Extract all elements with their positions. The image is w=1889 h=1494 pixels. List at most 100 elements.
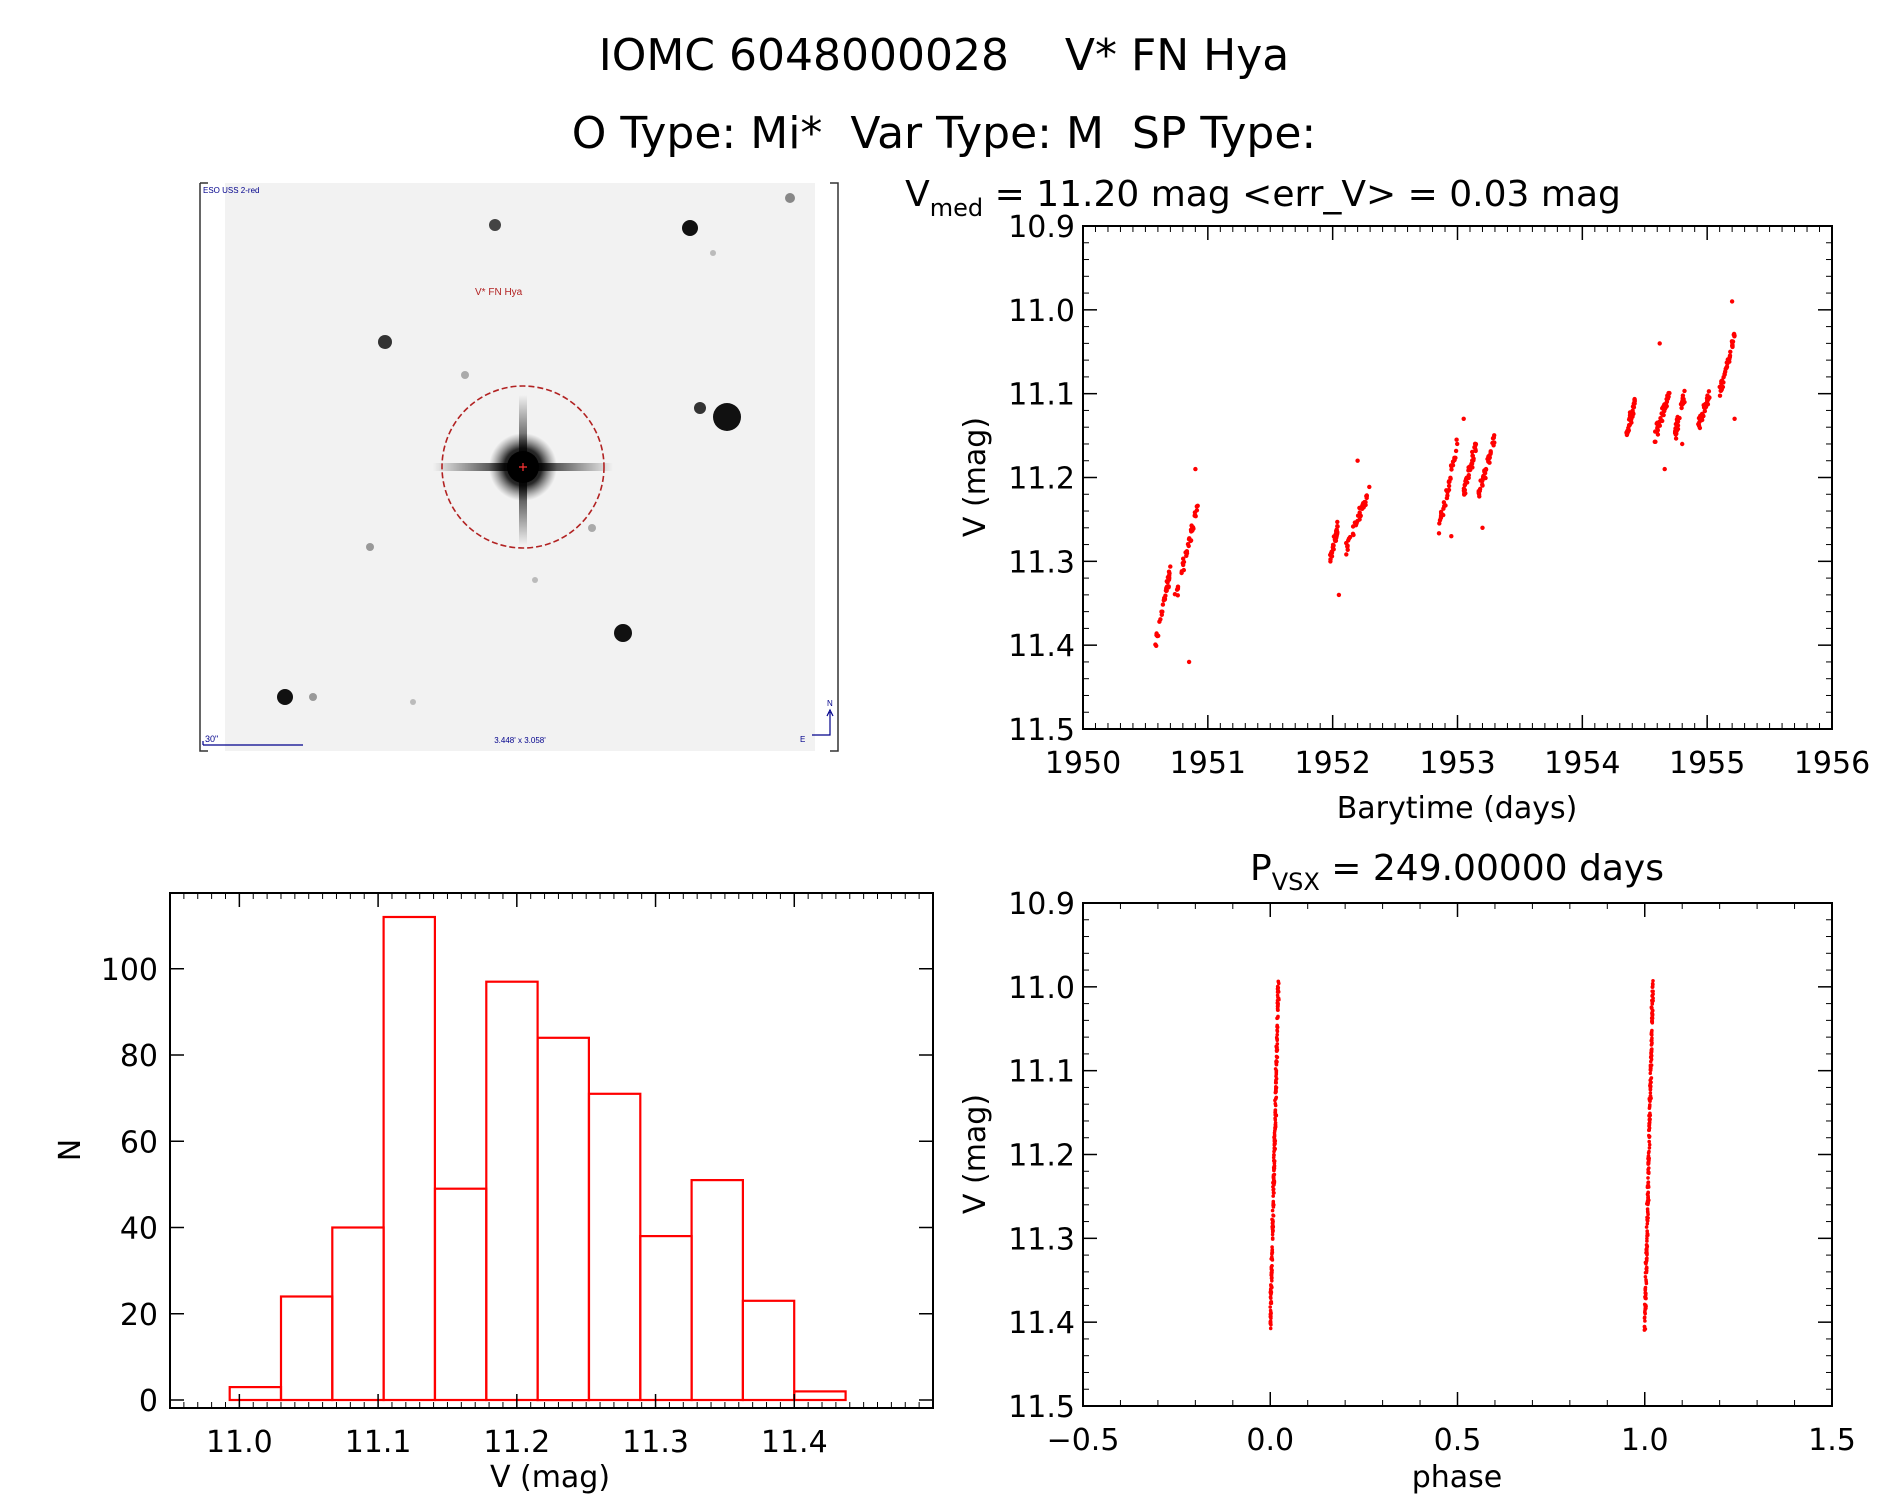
phased-point (1272, 1134, 1277, 1139)
phased-point (1275, 993, 1280, 998)
phased-ytick-label: 11.5 (1008, 1390, 1075, 1425)
lightcurve-title-rest: = 11.20 mag <err_V> = 0.03 mag (983, 174, 1621, 215)
lightcurve-point (1488, 449, 1493, 454)
lightcurve-point (1449, 534, 1454, 539)
lightcurve-ytick-label: 10.9 (1008, 210, 1075, 245)
phased-point (1646, 1195, 1650, 1200)
lightcurve-point (1347, 534, 1353, 540)
phased-point (1648, 1071, 1653, 1076)
phased-point (1647, 1142, 1652, 1147)
lightcurve-point (1728, 349, 1733, 354)
phased-point (1272, 1203, 1276, 1207)
phased-point (1647, 1127, 1651, 1132)
phased-ticks (1082, 902, 1833, 1407)
phased-point (1270, 1245, 1274, 1249)
lightcurve-point (1168, 564, 1173, 569)
survey-label: ESO USS 2-red (203, 186, 259, 195)
phased-point (1274, 1113, 1279, 1118)
phased-point (1645, 1236, 1649, 1241)
lightcurve-point (1461, 486, 1467, 491)
phased-point (1644, 1296, 1648, 1300)
lightcurve-point (1468, 467, 1473, 473)
lightcurve-point (1443, 503, 1448, 508)
phased-point (1273, 1116, 1277, 1121)
phased-point (1644, 1278, 1648, 1282)
lightcurve-point (1675, 418, 1680, 424)
phased-point (1268, 1305, 1272, 1309)
phased-point (1651, 979, 1655, 983)
phased-point (1272, 1164, 1277, 1168)
lightcurve-point (1658, 416, 1663, 421)
lightcurve-point (1357, 510, 1362, 515)
phased-point (1646, 1212, 1650, 1217)
phased-xtick-label: 1.5 (1808, 1423, 1856, 1458)
lightcurve-point (1335, 519, 1340, 525)
phased-point (1276, 1004, 1280, 1009)
target-marker (441, 385, 605, 549)
phased-point (1270, 1230, 1275, 1234)
lightcurve-point (1455, 441, 1460, 447)
histogram-bar (536, 1036, 590, 1402)
lightcurve-ytick-label: 11.1 (1008, 378, 1075, 413)
lightcurve-point (1729, 339, 1735, 344)
lightcurve-point (1629, 420, 1634, 425)
lightcurve-point (1194, 508, 1200, 513)
lightcurve-point (1705, 396, 1710, 401)
phased-point (1645, 1232, 1650, 1236)
phased-point (1648, 1099, 1652, 1103)
histogram-bar (690, 1178, 744, 1402)
phased-point (1647, 1170, 1651, 1175)
lightcurve-point (1181, 562, 1186, 568)
phased-point (1274, 1060, 1278, 1064)
histogram-bar (587, 1092, 642, 1402)
lightcurve-point (1364, 495, 1369, 501)
phased-point (1647, 1139, 1651, 1144)
lightcurve-point (1469, 461, 1475, 466)
lightcurve-point (1331, 543, 1336, 548)
lightcurve-point (1700, 413, 1706, 419)
phased-xtick-label: 0.5 (1434, 1423, 1482, 1458)
phased-point (1647, 1113, 1651, 1118)
field-of-view-label: 3.448' x 3.058' (494, 736, 546, 745)
lightcurve-point (1724, 365, 1729, 370)
lightcurve-point (1154, 643, 1159, 648)
lightcurve-point (1654, 421, 1659, 426)
phased-point (1276, 989, 1280, 994)
phased-point (1269, 1323, 1273, 1327)
lightcurve-point (1175, 584, 1181, 589)
phased-ytick-label: 11.1 (1008, 1055, 1075, 1090)
lightcurve-point (1717, 393, 1723, 398)
lightcurve-point (1724, 360, 1730, 365)
histogram-bar (228, 1385, 283, 1402)
phased-point (1650, 1041, 1654, 1045)
lightcurve-point (1653, 439, 1658, 444)
lightcurve-point (1345, 544, 1350, 549)
phased-point (1646, 1176, 1650, 1180)
lightcurve-point (1662, 407, 1667, 412)
phased-point (1274, 1070, 1279, 1075)
lightcurve-point (1721, 375, 1726, 380)
phased-point (1269, 1284, 1273, 1289)
phased-point (1275, 998, 1280, 1003)
lightcurve-point (1358, 513, 1363, 518)
lightcurve-point (1463, 477, 1469, 482)
phased-point (1273, 1127, 1277, 1131)
phased-point (1647, 1122, 1652, 1126)
phased-point (1276, 1008, 1280, 1012)
phased-point (1650, 1013, 1654, 1017)
phased-point (1649, 1066, 1653, 1070)
phased-point (1275, 1029, 1280, 1034)
lightcurve-point (1186, 659, 1192, 665)
phased-point (1643, 1291, 1648, 1295)
sky-image-panel: ESO USS 2-red V* FN Hya 30" 3.448' x 3.0… (199, 182, 839, 752)
lightcurve-point (1624, 429, 1630, 435)
lightcurve-point (1190, 528, 1195, 533)
lightcurve-point (1461, 416, 1466, 421)
lightcurve-point (1675, 414, 1680, 420)
phased-point (1274, 1096, 1278, 1101)
phased-ytick-label: 11.4 (1008, 1306, 1075, 1341)
scale-bar: 30" (202, 734, 303, 746)
phased-point (1269, 1300, 1273, 1304)
phased-plot-frame (1082, 902, 1833, 1407)
lightcurve-point (1492, 433, 1497, 438)
